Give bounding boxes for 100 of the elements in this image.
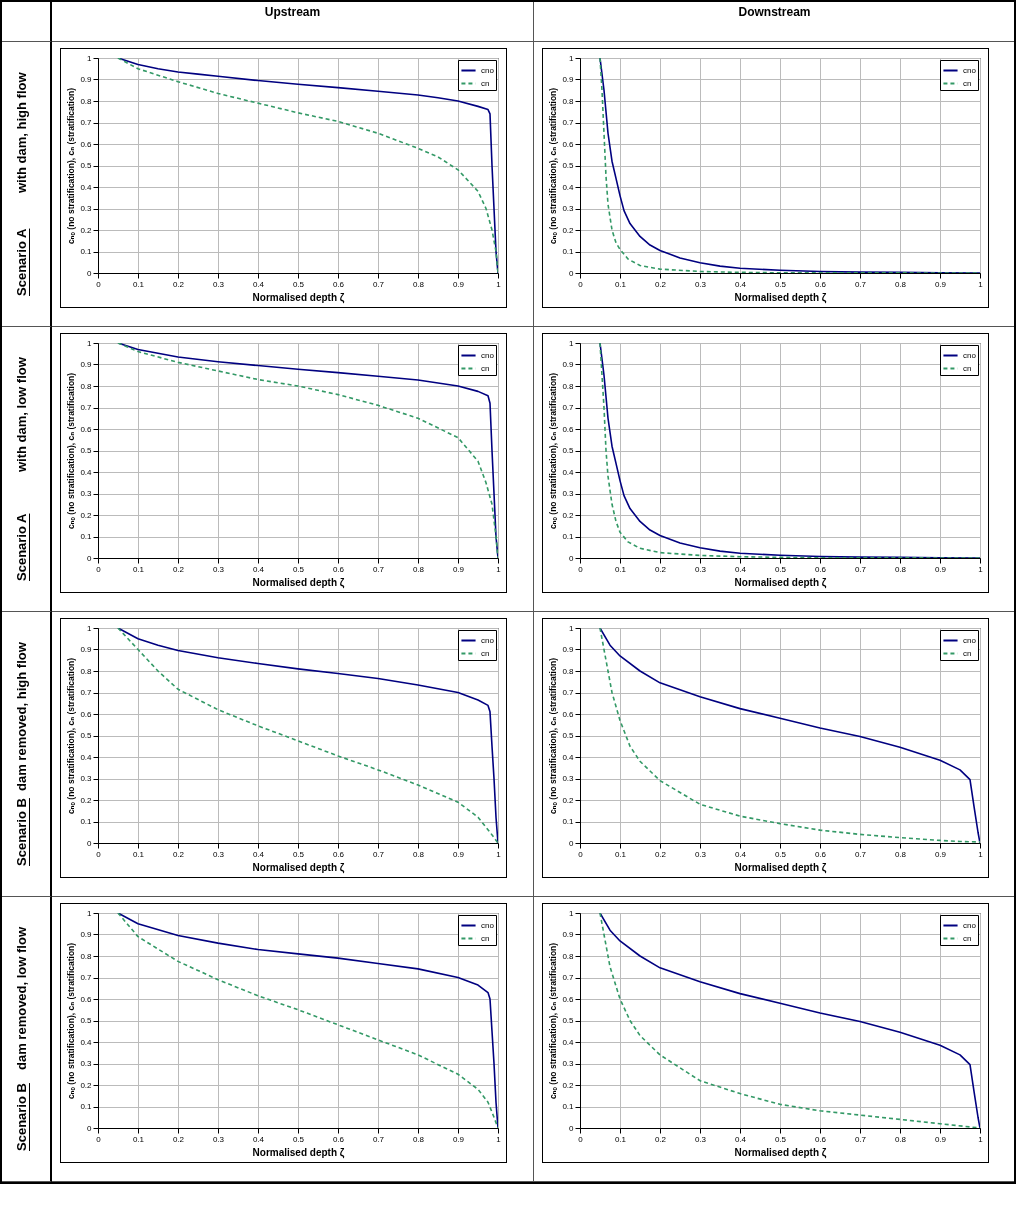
y-tick-label: 1	[569, 908, 575, 918]
x-tick-label: 0.6	[814, 279, 827, 289]
y-tick-label: 0.3	[562, 774, 575, 783]
x-tick-label: 0.7	[854, 279, 867, 289]
y-tick-label: 0.2	[562, 1080, 575, 1090]
x-tick-label: 0.6	[814, 564, 827, 574]
y-tick-label: 0.4	[562, 182, 575, 192]
x-tick-label: 0.5	[292, 849, 305, 859]
text: with dam, low flow	[14, 357, 30, 472]
x-tick-label: 0.8	[894, 564, 907, 574]
x-tick-label: 0	[96, 849, 102, 859]
y-tick-label: 0.4	[562, 467, 575, 477]
y-tick-label: 0.3	[562, 204, 575, 213]
text: Scenario A	[14, 513, 30, 581]
x-tick-label: 0	[578, 849, 584, 859]
x-tick-label: 0.2	[654, 1134, 667, 1144]
y-tick-label: 0.1	[80, 247, 93, 256]
y-tick-label: 0.9	[562, 930, 575, 939]
y-tick-label: 0.8	[80, 666, 93, 676]
y-tick-label: 0.6	[80, 139, 93, 149]
x-axis-title: Normalised depth ζ	[252, 1146, 345, 1159]
x-tick-label: 0.3	[694, 849, 707, 859]
x-axis-title: Normalised depth ζ	[734, 576, 827, 589]
y-tick-label: 0.7	[80, 973, 93, 982]
y-axis-title: cₙₒ (no stratification), cₙ (stratification)	[66, 372, 77, 530]
x-tick-label: 0.5	[292, 564, 305, 574]
legend-label: cn	[963, 78, 972, 88]
x-tick-label: 0.1	[614, 279, 627, 289]
y-tick-label: 0.3	[562, 489, 575, 498]
legend-label: cno	[963, 920, 977, 930]
legend-label: cn	[963, 363, 972, 373]
y-tick-label: 0.5	[80, 731, 93, 740]
y-tick-label: 0.6	[562, 994, 575, 1004]
y-tick-label: 0.9	[80, 360, 93, 369]
x-tick-label: 0.7	[372, 279, 385, 289]
x-tick-label: 0.4	[252, 1134, 265, 1144]
y-tick-label: 0.4	[562, 1037, 575, 1047]
y-tick-label: 0.9	[80, 75, 93, 84]
text: Scenario A	[14, 228, 30, 296]
x-tick-label: 0.7	[854, 564, 867, 574]
y-tick-label: 0.2	[562, 795, 575, 805]
x-tick-label: 1	[496, 279, 502, 289]
x-tick-label: 0.6	[814, 849, 827, 859]
x-tick-label: 0	[578, 279, 584, 289]
y-tick-label: 0.5	[562, 161, 575, 170]
y-tick-label: 0.6	[80, 709, 93, 719]
y-tick-label: 0.4	[562, 752, 575, 762]
x-axis-title: Normalised depth ζ	[252, 576, 345, 589]
y-axis-title: cₙₒ (no stratification), cₙ (stratification)	[548, 87, 559, 245]
x-tick-label: 0.5	[774, 849, 787, 859]
legend-label: cn	[963, 933, 972, 943]
text: dam removed, high flow	[14, 642, 30, 791]
y-axis-title: cₙₒ (no stratification), cₙ (stratification)	[66, 657, 77, 815]
x-tick-label: 1	[496, 1134, 502, 1144]
x-tick-label: 0.8	[412, 279, 425, 289]
y-tick-label: 0.9	[80, 645, 93, 654]
legend-label: cno	[481, 350, 495, 360]
y-tick-label: 1	[569, 623, 575, 633]
y-tick-label: 0.3	[80, 1059, 93, 1068]
x-tick-label: 0	[96, 1134, 102, 1144]
y-tick-label: 0.2	[80, 795, 93, 805]
x-tick-label: 0.4	[734, 279, 747, 289]
x-tick-label: 0.8	[894, 849, 907, 859]
x-tick-label: 0.4	[734, 849, 747, 859]
x-tick-label: 0	[578, 1134, 584, 1144]
x-axis-title: Normalised depth ζ	[252, 291, 345, 304]
y-tick-label: 0	[87, 553, 93, 563]
x-tick-label: 0	[578, 564, 584, 574]
y-tick-label: 1	[87, 53, 93, 63]
x-tick-label: 0.4	[734, 1134, 747, 1144]
y-tick-label: 0.8	[562, 96, 575, 106]
x-tick-label: 0.6	[332, 279, 345, 289]
x-tick-label: 0.3	[212, 279, 225, 289]
y-tick-label: 0	[87, 268, 93, 278]
y-axis-title: cₙₒ (no stratification), cₙ (stratification)	[548, 942, 559, 1100]
legend-label: cno	[481, 920, 495, 930]
y-tick-label: 0.2	[562, 510, 575, 520]
y-tick-label: 0	[569, 1123, 575, 1133]
x-tick-label: 0.2	[172, 564, 185, 574]
y-tick-label: 0.5	[562, 446, 575, 455]
legend-label: cno	[481, 635, 495, 645]
y-tick-label: 0.5	[80, 446, 93, 455]
y-tick-label: 0.7	[80, 688, 93, 697]
x-tick-label: 0.5	[774, 1134, 787, 1144]
y-tick-label: 0.5	[562, 731, 575, 740]
y-tick-label: 0.9	[562, 75, 575, 84]
y-tick-label: 0.7	[562, 403, 575, 412]
y-tick-label: 0.9	[562, 645, 575, 654]
y-tick-label: 0.8	[562, 951, 575, 961]
x-tick-label: 0.3	[694, 1134, 707, 1144]
x-tick-label: 0.8	[412, 1134, 425, 1144]
chart-title: Upstream	[52, 2, 534, 42]
y-tick-label: 0.1	[562, 817, 575, 826]
x-tick-label: 0.6	[332, 1134, 345, 1144]
y-tick-label: 0.1	[80, 532, 93, 541]
x-tick-label: 0.8	[894, 279, 907, 289]
legend-label: cno	[963, 635, 977, 645]
x-tick-label: 0	[96, 564, 102, 574]
y-tick-label: 0.7	[562, 688, 575, 697]
y-tick-label: 0.2	[562, 225, 575, 235]
